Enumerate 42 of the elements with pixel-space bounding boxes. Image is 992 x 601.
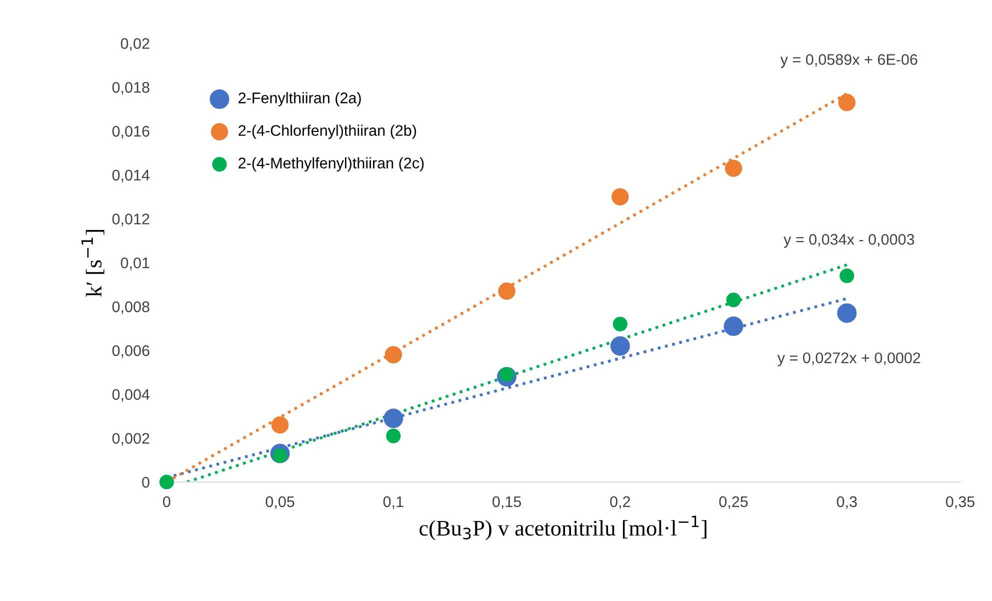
point <box>837 303 857 323</box>
legend-label: 2-(4-Chlorfenyl)thiiran (2b) <box>238 124 416 139</box>
point <box>159 474 174 490</box>
x-axis-title: c(Bu$_{3}$P) v acetonitrilu [mol·l$^{−1}$] <box>420 516 706 540</box>
annotation: y = 0,034x - 0,0003 <box>784 234 914 248</box>
point <box>840 268 854 284</box>
y-tick-label: 0,018 <box>112 82 150 95</box>
point <box>838 94 856 112</box>
x-tick-label: 0,2 <box>610 496 630 509</box>
legend-label: 2-Fenylthiiran (2a) <box>238 92 361 106</box>
x-tick-label: 0,35 <box>946 496 974 509</box>
x-tick-label: 0,05 <box>266 496 294 509</box>
point <box>612 316 628 332</box>
point <box>384 346 402 364</box>
point <box>498 282 516 300</box>
y-tick-label: 0,006 <box>112 345 150 358</box>
annotation: y = 0,0589x + 6E-06 <box>780 54 918 68</box>
point <box>612 188 629 206</box>
annotation: y = 0,0272x + 0,0002 <box>777 352 920 366</box>
point <box>724 160 742 177</box>
legend-label: 2-(4-Methylfenyl)thiiran (2c) <box>238 157 424 172</box>
y-axis-title: k′ [s$^{−1}$] <box>81 230 104 297</box>
x-tick-label: 0,25 <box>719 496 748 509</box>
x-tick-label: 0,1 <box>383 496 404 509</box>
x-tick-label: 0 <box>163 496 170 508</box>
y-tick-label: 0,014 <box>112 170 150 182</box>
point <box>724 316 744 336</box>
x-tick-label: 0,15 <box>492 496 521 509</box>
point <box>384 408 404 428</box>
point <box>386 428 401 444</box>
y-tick-label: 0,02 <box>120 38 150 51</box>
point <box>610 336 630 356</box>
y-tick-label: 0,002 <box>112 432 150 446</box>
point <box>271 416 289 434</box>
y-tick-label: 0,012 <box>112 214 150 226</box>
y-tick-label: 0,01 <box>120 258 150 270</box>
y-tick-label: 0,016 <box>112 126 150 139</box>
y-tick-label: 0,008 <box>112 301 150 314</box>
point <box>726 292 741 308</box>
y-tick-label: 0 <box>142 476 150 488</box>
y-tick-label: 0,004 <box>112 389 150 402</box>
x-tick-label: 0,3 <box>836 496 857 509</box>
